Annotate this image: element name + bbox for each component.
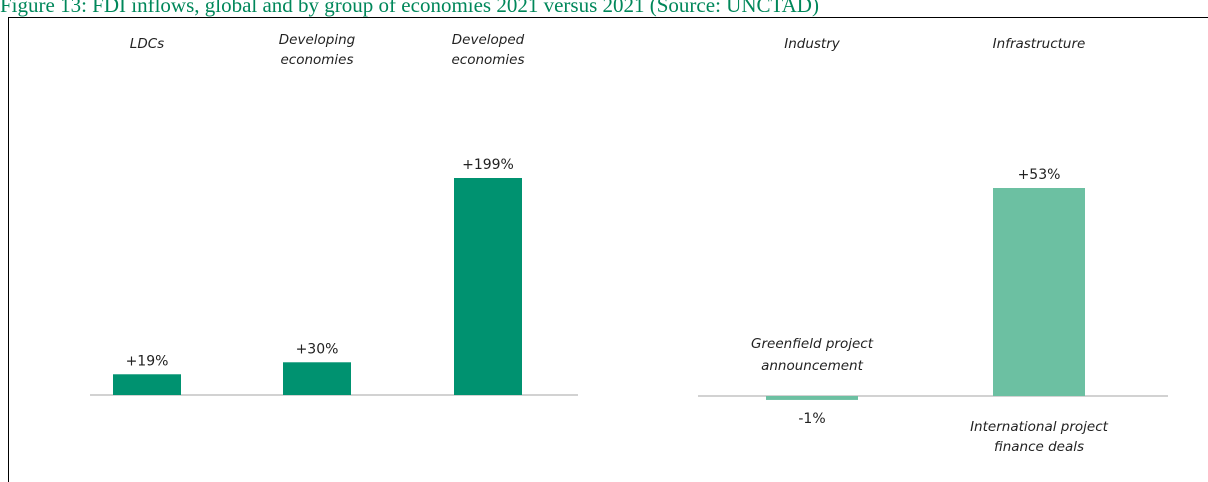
category-label: LDCs xyxy=(130,36,164,52)
data-label: -1% xyxy=(798,411,825,427)
category-label: announcement xyxy=(761,358,863,374)
bar xyxy=(454,178,522,395)
category-label: Developed xyxy=(452,32,525,48)
category-label: economies xyxy=(280,52,353,68)
category-label: Developing xyxy=(279,32,356,48)
chart-sectors: Industry Infrastructure -1% Greenfield proj… xyxy=(698,36,1168,455)
figure-caption: Figure 13: FDI inflows, global and by gr… xyxy=(0,0,819,17)
data-label: +19% xyxy=(126,353,169,369)
bar xyxy=(766,396,858,400)
bar xyxy=(113,374,181,395)
bar xyxy=(283,362,351,395)
category-label: finance deals xyxy=(994,439,1084,455)
chart-economies: +19% LDCs +30% Developing economies +199% Deve… xyxy=(90,32,578,396)
data-label: +53% xyxy=(1018,167,1061,183)
column-header: Industry xyxy=(784,36,841,52)
category-label: International project xyxy=(970,419,1109,435)
figure-frame xyxy=(8,17,1208,482)
data-label: +30% xyxy=(296,341,339,357)
data-label: +199% xyxy=(462,157,514,173)
category-label: Greenfield project xyxy=(751,336,874,352)
bar xyxy=(993,188,1085,396)
category-label: economies xyxy=(451,52,524,68)
column-header: Infrastructure xyxy=(993,36,1086,52)
